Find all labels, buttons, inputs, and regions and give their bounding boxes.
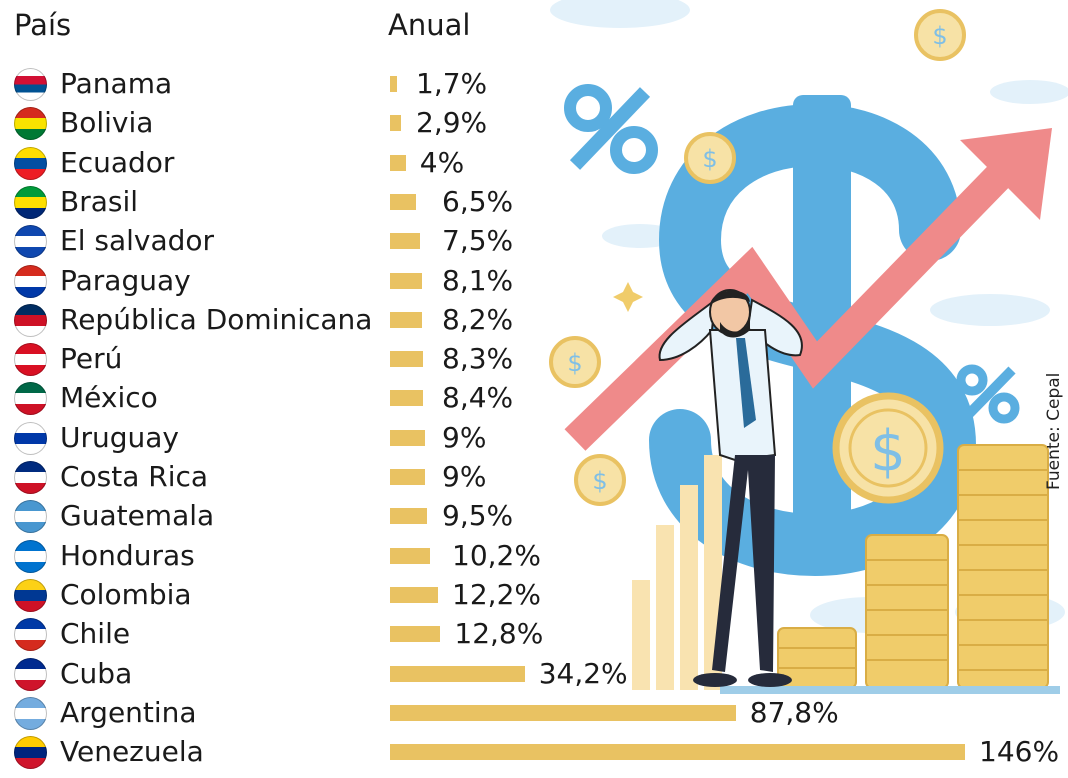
- svg-text:$: $: [702, 145, 717, 173]
- country-label: Honduras: [60, 538, 195, 572]
- country-label: Panama: [60, 67, 173, 100]
- bar: [390, 586, 439, 603]
- country-label: Brasil: [60, 184, 139, 218]
- value-label: 8,3%: [442, 342, 514, 376]
- paraguay-flag-icon: [14, 264, 47, 298]
- value-label: 8,1%: [442, 263, 514, 297]
- bar: [390, 76, 397, 92]
- country-label: Perú: [60, 342, 123, 376]
- dominican-republic-flag-icon: [14, 303, 47, 337]
- bar: [390, 704, 736, 721]
- value-label: 10,2%: [452, 538, 541, 572]
- value-label: 9%: [442, 420, 487, 454]
- cuba-flag-icon: [14, 657, 47, 691]
- bar: [390, 547, 431, 564]
- bar: [390, 193, 416, 210]
- country-label: Ecuador: [60, 145, 175, 179]
- svg-text:$: $: [567, 349, 582, 377]
- bar: [390, 272, 422, 289]
- bar: [390, 626, 441, 643]
- value-label: 9,5%: [442, 499, 514, 533]
- value-label: 146%: [979, 735, 1060, 769]
- country-label: Venezuela: [60, 735, 204, 769]
- peru-flag-icon: [14, 343, 47, 377]
- svg-text:$: $: [932, 22, 947, 50]
- value-label: 9%: [442, 460, 487, 493]
- value-label: 4%: [419, 145, 465, 179]
- colombia-flag-icon: [14, 578, 47, 612]
- value-label: 87,8%: [749, 695, 839, 729]
- country-label: México: [60, 381, 158, 415]
- annual-column-header: Anual: [388, 8, 471, 42]
- value-label: 2,9%: [416, 106, 488, 140]
- guatemala-flag-icon: [14, 500, 47, 534]
- svg-text:$: $: [592, 467, 607, 495]
- bar: [390, 469, 426, 485]
- argentina-flag-icon: [14, 696, 47, 730]
- bar: [390, 390, 424, 407]
- svg-text:$: $: [870, 419, 906, 484]
- coin-icon: $ $ $ $ $: [549, 9, 966, 506]
- venezuela-flag-icon: [14, 736, 47, 770]
- country-label: Costa Rica: [60, 460, 209, 493]
- ground: [720, 686, 1060, 694]
- mexico-flag-icon: [14, 382, 47, 416]
- honduras-flag-icon: [14, 539, 47, 573]
- costa-rica-flag-icon: [14, 461, 47, 494]
- sparkle-icon: [613, 282, 643, 312]
- country-label: Bolivia: [60, 106, 154, 140]
- bar: [390, 311, 423, 328]
- country-column-header: País: [14, 8, 72, 42]
- value-label: 12,2%: [452, 577, 541, 611]
- value-label: 8,2%: [442, 302, 514, 336]
- country-label: Uruguay: [60, 420, 179, 454]
- stressed-man-icon: [658, 289, 803, 687]
- country-label: Guatemala: [60, 499, 215, 533]
- value-label: 7,5%: [442, 224, 514, 258]
- value-label: 6,5%: [442, 184, 514, 218]
- percent-icon: [564, 84, 1020, 424]
- bar: [390, 744, 965, 761]
- brazil-flag-icon: [14, 185, 47, 219]
- bar: [390, 233, 420, 250]
- bar: [390, 115, 402, 132]
- coin-stack-lines: [778, 469, 1048, 671]
- bar: [390, 429, 426, 446]
- bolivia-flag-icon: [14, 107, 47, 141]
- chile-flag-icon: [14, 618, 47, 652]
- bar: [390, 154, 406, 171]
- source-note: Fuente: Cepal: [1044, 372, 1064, 490]
- country-label: Colombia: [60, 577, 192, 611]
- bar: [390, 508, 428, 525]
- country-label: Argentina: [60, 695, 197, 729]
- bar: [390, 665, 525, 682]
- country-label: Chile: [60, 617, 131, 651]
- value-label: 34,2%: [538, 656, 628, 690]
- country-label: El salvador: [60, 224, 215, 258]
- ecuador-flag-icon: [14, 146, 47, 180]
- value-label: 8,4%: [442, 381, 514, 415]
- country-label: República Dominicana: [60, 302, 373, 336]
- value-label: 1,7%: [416, 67, 488, 100]
- value-label: 12,8%: [454, 617, 544, 651]
- bar: [390, 351, 423, 368]
- country-label: Paraguay: [60, 263, 191, 297]
- panama-flag-icon: [14, 68, 47, 101]
- coin-stack-icon: [777, 444, 1049, 689]
- country-label: Cuba: [60, 656, 133, 690]
- el-salvador-flag-icon: [14, 225, 47, 259]
- uruguay-flag-icon: [14, 421, 47, 455]
